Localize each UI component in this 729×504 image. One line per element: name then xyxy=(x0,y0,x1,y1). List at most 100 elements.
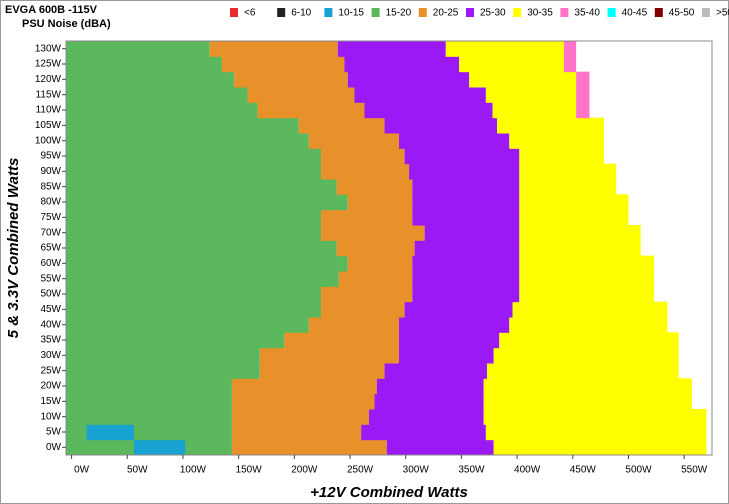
noise-band xyxy=(66,209,322,226)
x-tick-label: 400W xyxy=(514,465,541,476)
noise-band xyxy=(361,424,486,441)
legend-swatch xyxy=(277,8,286,17)
y-tick-label: 65W xyxy=(40,243,61,254)
noise-band xyxy=(384,117,498,134)
legend-label: 25-30 xyxy=(480,8,506,19)
legend-label: 45-50 xyxy=(669,8,695,19)
noise-band xyxy=(483,393,692,410)
noise-band xyxy=(519,194,629,211)
x-tick-label: 200W xyxy=(291,465,318,476)
noise-band xyxy=(368,409,484,425)
y-tick-label: 110W xyxy=(36,105,62,116)
x-axis-title: +12V Combined Watts xyxy=(310,484,468,501)
noise-band xyxy=(284,332,400,349)
noise-band xyxy=(414,240,520,257)
legend-label: 30-35 xyxy=(527,8,553,19)
noise-band xyxy=(509,317,668,333)
x-tick-label: 300W xyxy=(403,465,430,476)
legend-swatch xyxy=(418,8,427,17)
noise-band xyxy=(424,225,520,241)
noise-band xyxy=(336,179,413,195)
noise-band xyxy=(336,240,415,257)
noise-band xyxy=(66,194,348,211)
y-tick-label: 35W xyxy=(40,335,61,346)
noise-band xyxy=(519,163,617,180)
noise-band xyxy=(257,102,365,119)
legend-swatch xyxy=(607,8,616,17)
noise-band xyxy=(384,363,488,379)
noise-band xyxy=(66,240,337,257)
noise-band xyxy=(133,439,186,456)
noise-band xyxy=(512,301,668,318)
noise-band xyxy=(338,271,413,287)
noise-band xyxy=(519,286,655,303)
noise-band xyxy=(412,271,520,287)
noise-band xyxy=(493,347,679,364)
y-tick-label: 100W xyxy=(35,135,62,146)
y-tick-label: 0W xyxy=(46,442,62,453)
y-tick-label: 85W xyxy=(40,181,61,192)
noise-band xyxy=(497,117,604,134)
noise-band xyxy=(519,209,629,226)
y-tick-label: 50W xyxy=(40,289,61,300)
noise-band xyxy=(66,347,260,364)
noise-band xyxy=(231,424,362,441)
noise-band xyxy=(576,87,590,103)
noise-band xyxy=(412,286,520,303)
noise-band xyxy=(412,194,520,211)
y-tick-label: 70W xyxy=(40,227,61,238)
noise-band xyxy=(483,409,707,425)
noise-band xyxy=(234,71,348,88)
x-tick-label: 0W xyxy=(74,465,90,476)
legend-swatch xyxy=(654,8,663,17)
noise-band xyxy=(469,71,577,88)
legend-swatch xyxy=(466,8,474,17)
noise-band xyxy=(298,117,385,134)
chart-subtitle: PSU Noise (dBA) xyxy=(22,18,111,30)
noise-band xyxy=(493,439,707,456)
x-tick-label: 100W xyxy=(180,465,207,476)
x-tick-label: 450W xyxy=(570,465,597,476)
noise-band xyxy=(66,317,309,333)
noise-band xyxy=(66,133,309,149)
noise-band xyxy=(412,209,520,226)
noise-band xyxy=(66,179,337,195)
noise-band xyxy=(321,225,425,241)
y-tick-label: 75W xyxy=(40,212,61,223)
y-tick-label: 60W xyxy=(40,258,61,269)
noise-band xyxy=(519,255,655,272)
noise-band xyxy=(399,332,500,349)
noise-band xyxy=(221,56,345,73)
noise-band xyxy=(66,301,322,318)
noise-band xyxy=(66,102,258,119)
noise-band xyxy=(519,179,617,195)
y-tick-label: 130W xyxy=(35,43,62,54)
noise-band xyxy=(321,301,405,318)
y-tick-label: 105W xyxy=(35,120,62,131)
noise-band xyxy=(499,332,679,349)
y-tick-label: 115W xyxy=(36,89,62,100)
legend-swatch xyxy=(560,8,569,17)
legend-swatch xyxy=(513,8,522,17)
noise-band xyxy=(321,163,410,180)
noise-band xyxy=(519,271,655,287)
noise-band xyxy=(66,286,322,303)
x-tick-label: 50W xyxy=(127,465,148,476)
legend-label: 40-45 xyxy=(622,8,648,19)
legend-swatch xyxy=(371,8,380,17)
noise-band xyxy=(231,393,375,410)
noise-band xyxy=(66,117,299,134)
noise-band xyxy=(459,56,564,73)
noise-band xyxy=(364,102,493,119)
y-tick-label: 5W xyxy=(46,427,62,438)
noise-band xyxy=(519,240,641,257)
y-tick-label: 30W xyxy=(40,350,61,361)
noise-band xyxy=(576,71,590,88)
noise-band xyxy=(66,87,248,103)
noise-band xyxy=(66,271,339,287)
noise-band xyxy=(66,378,232,395)
noise-band xyxy=(485,424,707,441)
chart-title: EVGA 600B -115V xyxy=(5,4,98,16)
noise-band xyxy=(483,378,692,395)
legend-label: 15-20 xyxy=(386,8,412,19)
